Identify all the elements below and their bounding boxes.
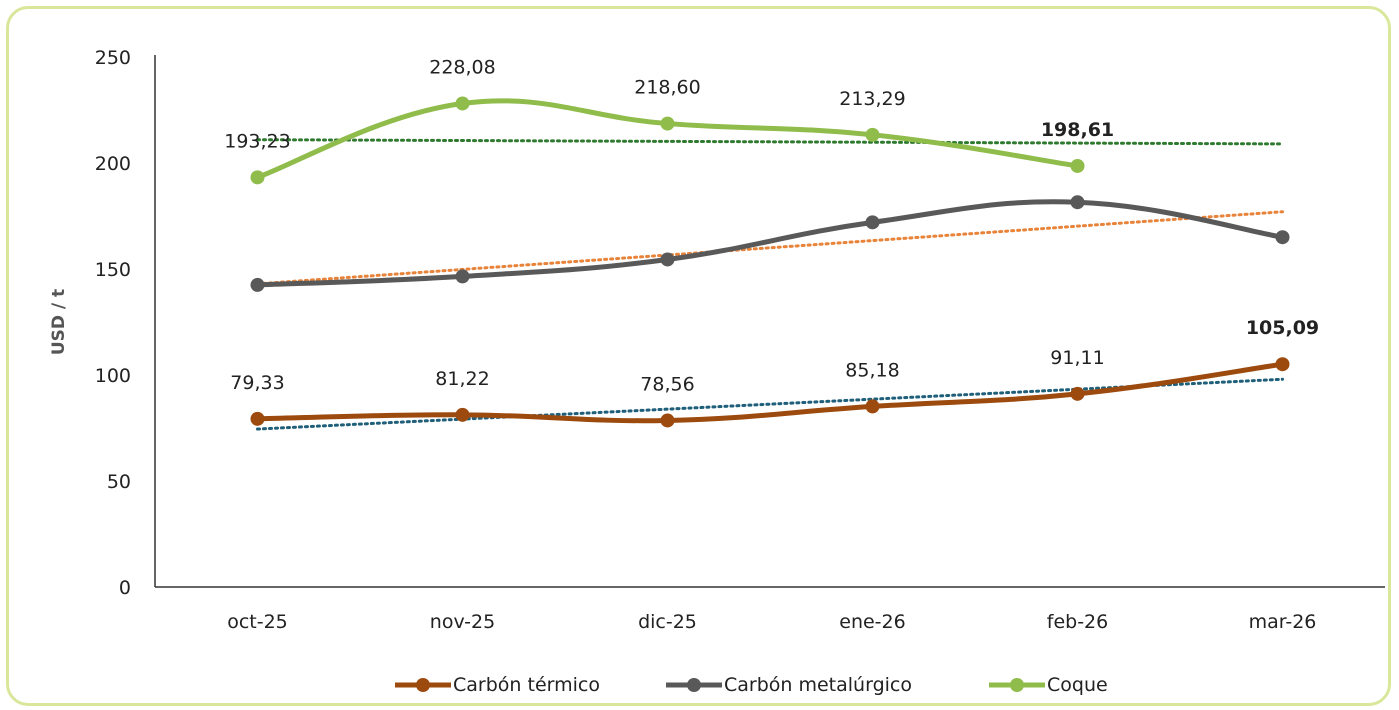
data-point-carbon-termico xyxy=(1275,357,1290,372)
data-label-coque: 193,23 xyxy=(224,130,290,152)
data-label-carbon-termico: 79,33 xyxy=(230,372,284,394)
series-line-carbon-metalurgico xyxy=(255,199,1285,288)
chart-axes xyxy=(154,55,1385,588)
x-tick-label: mar-26 xyxy=(1249,611,1317,633)
data-point-coque xyxy=(660,116,675,131)
data-labels: 79,33 81,22 78,56 85,18 91,11 105,09 193,23 228… xyxy=(224,56,1319,395)
x-tick-label: nov-25 xyxy=(430,611,495,633)
data-label-carbon-termico: 81,22 xyxy=(435,368,489,390)
x-tick-label: oct-25 xyxy=(227,611,288,633)
legend-marker-carbon-metalurgico xyxy=(687,678,701,692)
chart-frame xyxy=(6,6,1391,706)
data-point-carbon-termico xyxy=(660,413,675,428)
data-point-carbon-metalurgico xyxy=(250,277,265,292)
y-tick-label: 50 xyxy=(107,471,131,493)
y-axis-label: USD / t xyxy=(49,289,69,355)
data-point-coque xyxy=(250,170,265,185)
data-point-carbon-termico xyxy=(1070,386,1085,401)
y-tick-label: 100 xyxy=(95,365,131,387)
data-point-carbon-metalurgico xyxy=(1275,230,1290,245)
legend-label-carbon-metalurgico: Carbón metalúrgico xyxy=(724,674,912,696)
data-label-carbon-termico: 91,11 xyxy=(1050,347,1104,369)
y-tick-label: 200 xyxy=(95,153,131,175)
data-point-carbon-termico xyxy=(250,411,265,426)
data-label-coque: 228,08 xyxy=(429,56,495,78)
legend: Carbón térmico Carbón metalúrgico Coque xyxy=(395,674,1108,696)
legend-label-carbon-termico: Carbón térmico xyxy=(453,674,600,696)
legend-marker-coque xyxy=(1010,678,1024,692)
data-label-carbon-termico: 78,56 xyxy=(640,373,694,395)
data-point-coque xyxy=(1070,158,1085,173)
trendline-carbon-metalurgico xyxy=(256,210,1284,286)
x-tick-label: ene-26 xyxy=(839,611,905,633)
legend-item-carbon-termico: Carbón térmico xyxy=(395,674,600,696)
legend-item-carbon-metalurgico: Carbón metalúrgico xyxy=(666,674,912,696)
series-lines xyxy=(250,96,1290,428)
data-label-coque: 198,61 xyxy=(1041,119,1114,141)
data-point-carbon-metalurgico xyxy=(455,269,470,284)
data-point-coque xyxy=(865,127,880,142)
trendline-coque xyxy=(256,138,1284,146)
legend-item-coque: Coque xyxy=(989,674,1108,696)
y-tick-label: 150 xyxy=(95,259,131,281)
data-label-coque: 213,29 xyxy=(839,88,905,110)
data-label-coque: 218,60 xyxy=(634,77,700,99)
series-line-carbon-termico xyxy=(255,361,1285,424)
data-label-carbon-termico: 85,18 xyxy=(845,359,899,381)
data-label-carbon-termico: 105,09 xyxy=(1246,317,1319,339)
data-point-carbon-termico xyxy=(865,399,880,414)
x-tick-label: feb-26 xyxy=(1047,611,1108,633)
data-point-carbon-metalurgico xyxy=(865,215,880,230)
data-point-carbon-metalurgico xyxy=(660,252,675,267)
legend-label-coque: Coque xyxy=(1047,674,1108,696)
x-tick-label: dic-25 xyxy=(638,611,697,633)
y-tick-labels: 0 50 100 150 200 250 xyxy=(95,47,131,599)
x-tick-labels: oct-25 nov-25 dic-25 ene-26 feb-26 mar-26 xyxy=(227,611,1316,633)
y-tick-label: 250 xyxy=(95,47,131,69)
data-point-carbon-termico xyxy=(455,407,470,422)
y-tick-label: 0 xyxy=(119,577,131,599)
legend-marker-carbon-termico xyxy=(416,678,430,692)
data-point-carbon-metalurgico xyxy=(1070,195,1085,210)
data-point-coque xyxy=(455,96,470,111)
